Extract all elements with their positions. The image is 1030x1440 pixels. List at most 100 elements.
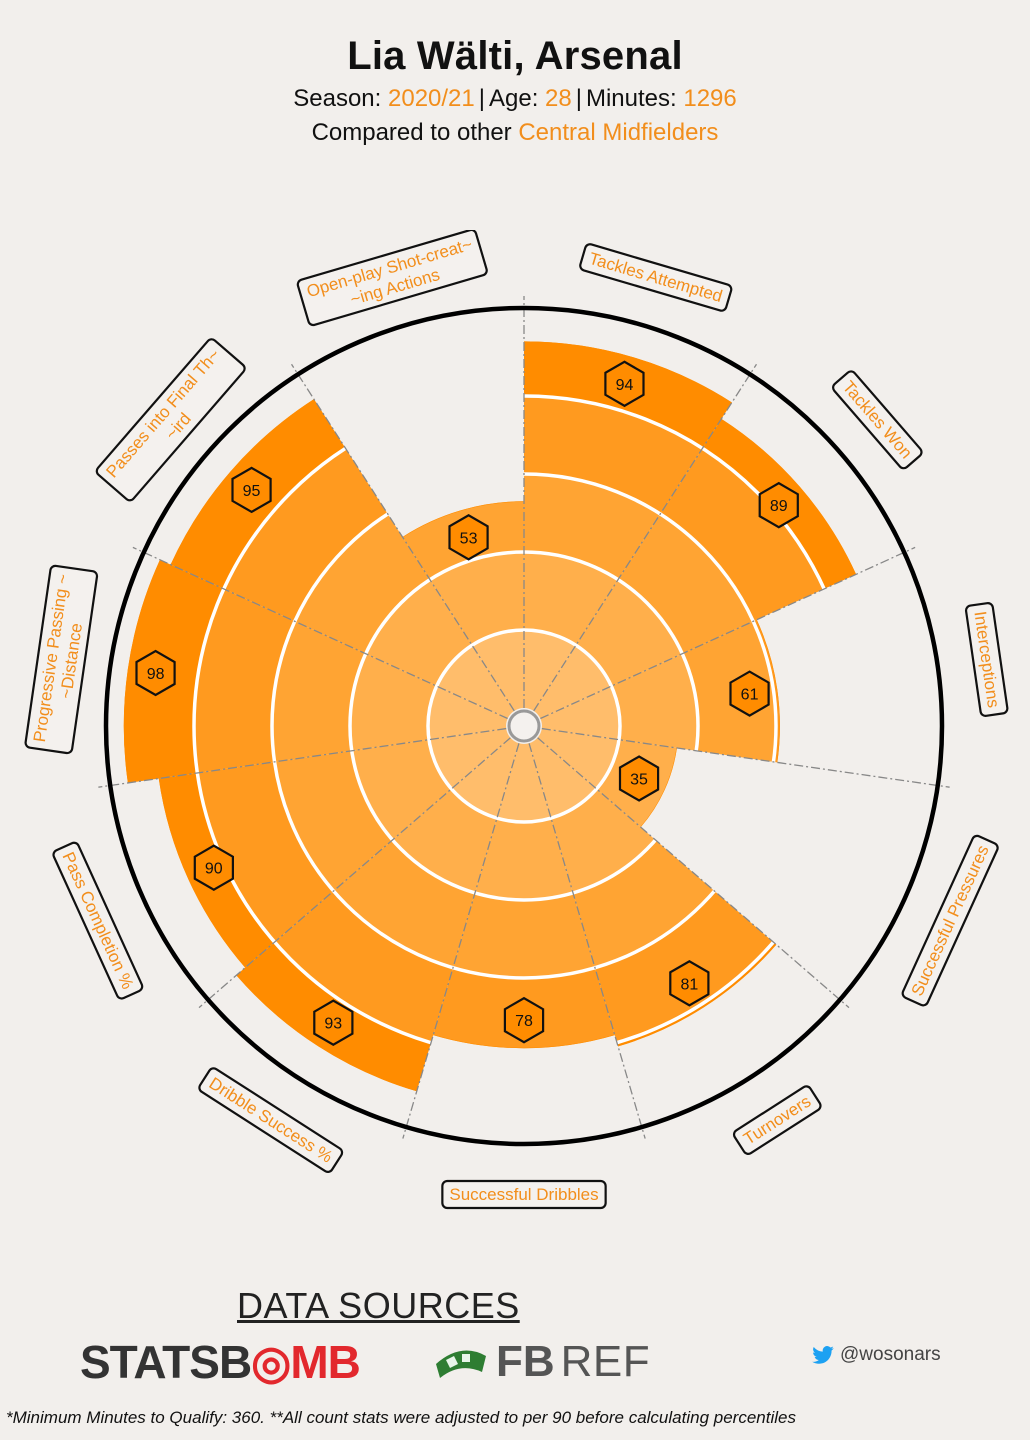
metric-label-group: Successful Dribbles <box>441 1179 607 1210</box>
twitter-credit[interactable]: @wosonars <box>812 1344 941 1366</box>
value-label: 98 <box>147 666 165 683</box>
value-hexagon <box>313 999 354 1046</box>
outer-frame <box>103 305 945 1147</box>
twitter-handle: @wosonars <box>840 1344 941 1365</box>
comparison-line: Compared to other Central Midfielders <box>0 116 1030 150</box>
fbref-logo: FB REF <box>432 1337 650 1387</box>
fbref-logo-fb: FB <box>496 1337 555 1386</box>
value-label: 90 <box>205 861 223 878</box>
radar-bars <box>123 341 857 1092</box>
metric-label: Tackles Won <box>839 377 916 462</box>
bar-segment <box>533 645 612 719</box>
statsbomb-logo-red: ◎MB <box>251 1336 361 1388</box>
metric-label-box <box>732 1085 822 1155</box>
metric-label-line: Pass Completion % <box>58 849 137 992</box>
age-label: Age: <box>489 85 539 112</box>
bar-segment <box>333 839 475 968</box>
spoke-line <box>402 743 520 1139</box>
value-label: 53 <box>460 530 478 547</box>
value-label: 35 <box>630 772 648 789</box>
grid-ring <box>426 628 622 824</box>
bar-segment <box>351 739 452 840</box>
metric-label-box <box>198 1067 344 1173</box>
metric-label-box <box>296 230 488 327</box>
data-sources-label: DATA SOURCES <box>237 1285 520 1326</box>
bar-segment <box>524 630 576 711</box>
bar-segment <box>529 737 597 819</box>
bar-segment <box>524 474 661 580</box>
bar-segment <box>428 686 508 740</box>
metric-label-box <box>52 841 144 1000</box>
footnote: *Minimum Minutes to Qualify: 360. **All … <box>6 1408 796 1427</box>
chart-header: Lia Wälti, Arsenal Season: 2020/21 | Age: … <box>0 30 1030 150</box>
spoke-line <box>537 737 850 1009</box>
minutes-label: Minutes: <box>585 85 677 112</box>
metric-label-box <box>441 1179 607 1210</box>
metric-label-box <box>24 564 99 755</box>
bar-segment <box>274 750 393 892</box>
bar-segment <box>524 552 619 646</box>
bar-segment <box>682 621 776 762</box>
bar-segment <box>197 761 334 943</box>
bar-segment <box>365 579 473 687</box>
metric-label-line: Successful Dribbles <box>449 1185 598 1204</box>
metric-label-line: Successful Pressures <box>908 842 993 999</box>
bar-segment <box>294 514 430 654</box>
metric-label: Successful Pressures <box>908 842 993 999</box>
metric-label-line: Tackles Won <box>839 377 916 462</box>
bar-segment <box>193 588 295 773</box>
metric-label-box <box>901 834 999 1007</box>
value-hexagon <box>604 360 645 408</box>
separator: | <box>575 85 582 112</box>
spoke-line <box>533 363 758 712</box>
metric-label-group: Tackles Attempted <box>579 243 733 312</box>
bar-segment <box>472 630 524 711</box>
bar-segment <box>660 448 825 622</box>
bar-segment <box>272 621 366 762</box>
value-label: 81 <box>680 976 698 993</box>
metric-label-box <box>964 602 1009 717</box>
value-label: 93 <box>324 1016 342 1033</box>
metric-label: Pass Completion % <box>58 849 137 992</box>
metric-label-group: Progressive Passing ~~Distance <box>24 564 99 755</box>
spoke-line <box>132 546 508 720</box>
fbref-logo-ref: REF <box>560 1337 651 1386</box>
metric-label-box <box>579 243 733 312</box>
value-hexagon <box>135 649 176 697</box>
bar-segment <box>540 686 621 740</box>
bar-segment <box>537 728 620 789</box>
bar-edge <box>433 1034 615 1049</box>
spoke-line <box>541 727 950 788</box>
bar-segment <box>223 448 388 622</box>
metric-label-group: Turnovers <box>732 1085 822 1155</box>
spoke-line <box>528 743 646 1139</box>
bar-segment <box>429 552 524 646</box>
season-line: Season: 2020/21 | Age: 28 | Minutes: 1296 <box>0 82 1030 116</box>
bar-segment <box>428 728 511 789</box>
value-label: 78 <box>515 1013 533 1030</box>
value-label: 94 <box>616 377 634 394</box>
statsbomb-logo-red-text: MB <box>290 1336 361 1388</box>
metric-label-box <box>832 370 923 470</box>
metric-label-group: Passes into Final Th~~ird <box>95 338 246 502</box>
metric-label-box <box>95 338 246 502</box>
spoke-line <box>198 737 511 1009</box>
bar-segment <box>350 653 437 751</box>
bar-segment <box>573 839 715 968</box>
bar-segment <box>451 737 519 819</box>
radar-gridlines <box>98 296 950 1139</box>
metric-label-group: Dribble Success % <box>198 1067 344 1173</box>
bar-segment <box>611 653 698 751</box>
spoke-line <box>290 363 515 712</box>
compared-label: Compared to other <box>311 119 512 146</box>
value-hexagon <box>669 960 710 1007</box>
twitter-bird-icon <box>812 1346 834 1364</box>
bar-segment <box>274 891 454 1043</box>
value-label: 95 <box>243 483 261 500</box>
value-hexagon <box>618 755 660 802</box>
value-labels: 94 89 61 35 81 78 93 90 98 95 53 <box>135 360 799 1046</box>
spoke-line <box>98 727 507 788</box>
metric-label: Successful Dribbles <box>449 1185 598 1204</box>
value-label: 61 <box>741 687 759 704</box>
